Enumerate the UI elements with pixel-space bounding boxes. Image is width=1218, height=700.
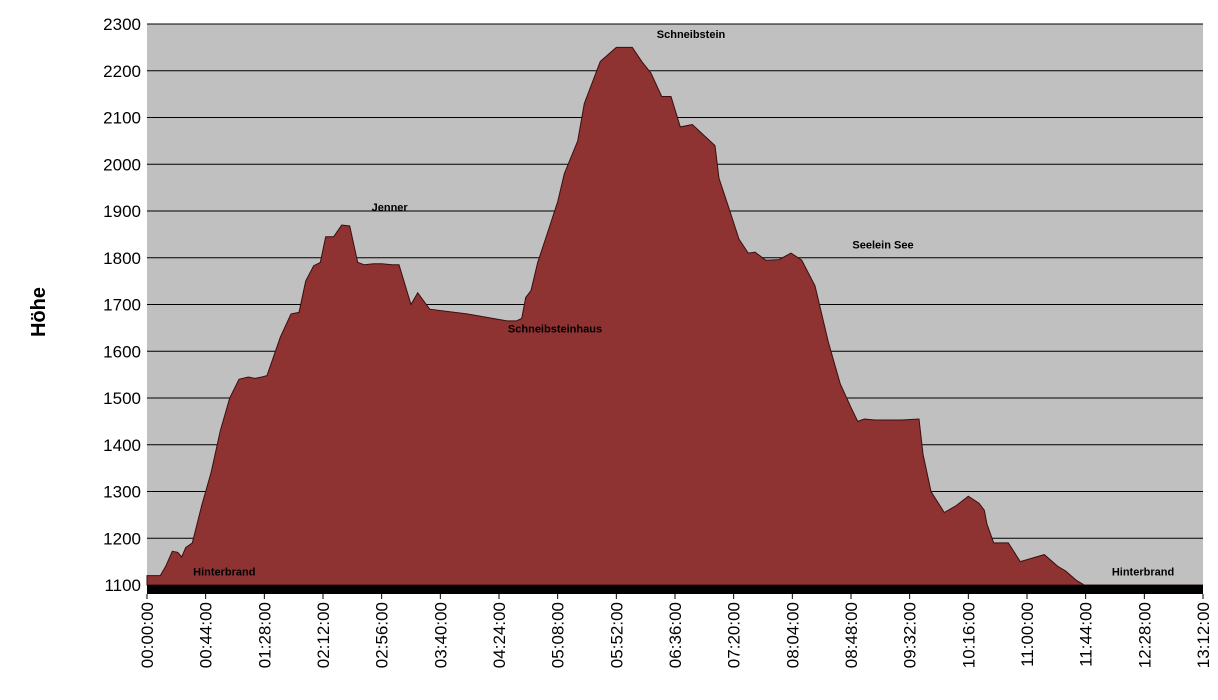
x-axis-ticks: 00:00:00 00:44:00 01:28:00 02:12:00 02:56:00… xyxy=(138,594,1213,668)
x-tick-label: 11:00:00 xyxy=(1018,602,1037,667)
y-tick-label: 1700 xyxy=(103,296,141,315)
elevation-area xyxy=(146,46,1203,586)
annotation-label: Hinterbrand xyxy=(193,567,255,579)
x-tick-label: 05:08:00 xyxy=(549,602,568,668)
x-tick-label: 02:12:00 xyxy=(314,602,333,668)
y-axis-label: Höhe xyxy=(28,287,50,337)
x-tick-label: 09:32:00 xyxy=(901,602,920,668)
baseline-bar xyxy=(147,585,1203,594)
annotation-label: Hinterbrand xyxy=(1112,567,1174,579)
y-axis-ticks: 1100 1200 1300 1400 1500 1600 1700 1800 1900 2000… xyxy=(103,15,141,595)
x-tick-label: 08:04:00 xyxy=(783,602,802,668)
x-tick-label: 06:36:00 xyxy=(666,602,685,668)
y-tick-label: 1600 xyxy=(103,342,141,361)
x-tick-label: 10:16:00 xyxy=(959,602,978,668)
x-tick-label: 13:12:00 xyxy=(1194,602,1213,668)
y-tick-label: 1500 xyxy=(103,389,141,408)
x-tick-label: 00:00:00 xyxy=(138,602,157,668)
y-tick-label: 2000 xyxy=(103,155,141,174)
x-tick-label: 00:44:00 xyxy=(197,602,216,668)
y-tick-label: 1300 xyxy=(103,483,141,502)
y-tick-label: 2200 xyxy=(103,62,141,81)
x-tick-label: 05:52:00 xyxy=(607,602,626,668)
y-tick-label: 1200 xyxy=(103,529,141,548)
y-tick-label: 1800 xyxy=(103,249,141,268)
x-tick-label: 12:28:00 xyxy=(1135,602,1154,668)
y-tick-label: 1400 xyxy=(103,436,141,455)
x-tick-label: 04:24:00 xyxy=(490,602,509,668)
annotation-label: Jenner xyxy=(372,202,409,214)
y-tick-label: 2300 xyxy=(103,15,141,34)
y-tick-label: 1100 xyxy=(104,576,141,595)
x-tick-label: 01:28:00 xyxy=(255,602,274,668)
annotation-label: Schneibsteinhaus xyxy=(508,324,602,336)
annotations: Hinterbrand Jenner Schneibsteinhaus Schneib… xyxy=(193,29,1174,579)
x-tick-label: 07:20:00 xyxy=(725,602,744,668)
x-tick-label: 03:40:00 xyxy=(431,602,450,668)
y-tick-label: 2100 xyxy=(103,109,141,128)
x-tick-label: 02:56:00 xyxy=(373,602,392,668)
x-tick-label: 11:44:00 xyxy=(1077,602,1096,667)
y-tick-label: 1900 xyxy=(103,202,141,221)
x-tick-label: 08:48:00 xyxy=(842,602,861,668)
annotation-label: Seelein See xyxy=(852,239,913,251)
annotation-label: Schneibstein xyxy=(657,29,726,41)
